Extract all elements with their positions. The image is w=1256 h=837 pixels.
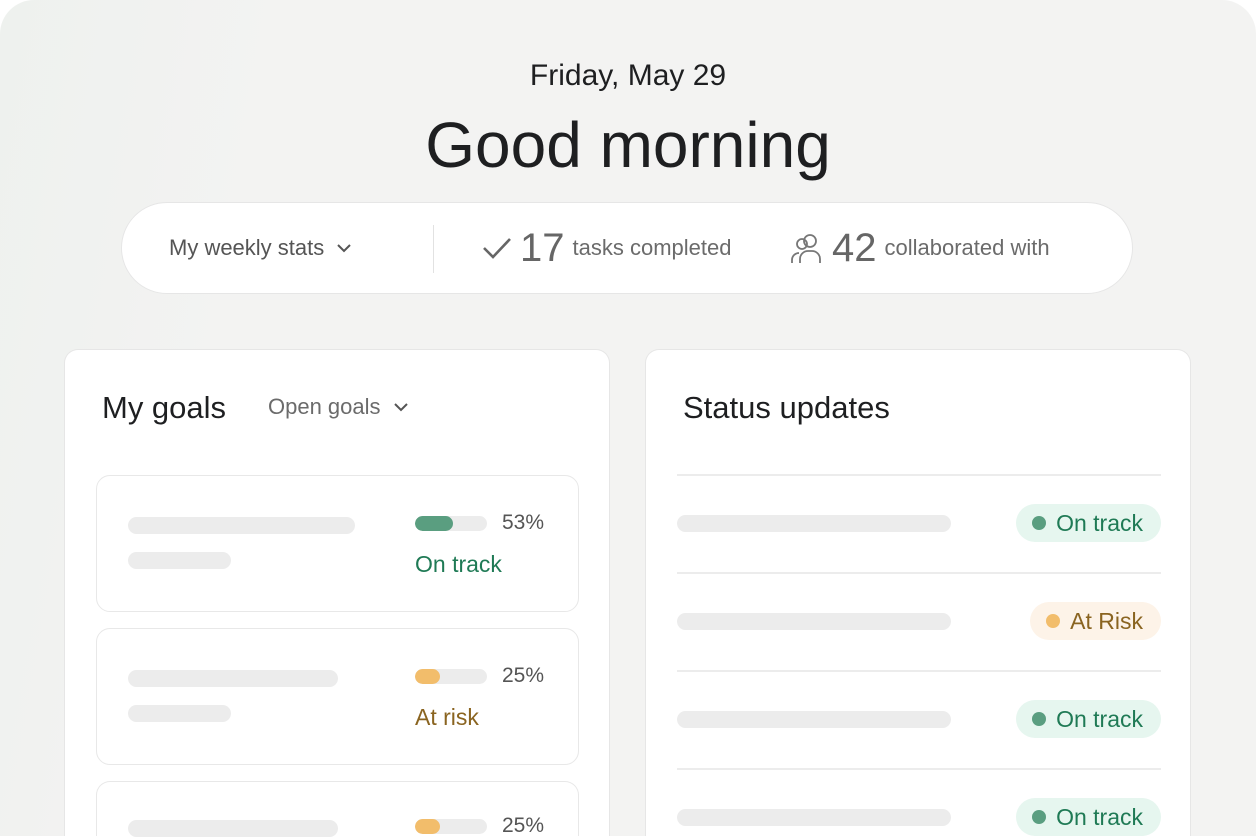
tasks-completed-stat: 17 tasks completed	[482, 203, 731, 293]
goal-progress-bar	[415, 819, 487, 834]
goal-item[interactable]: 53% On track	[96, 475, 579, 612]
goal-subtitle-placeholder	[128, 552, 231, 569]
goal-title-placeholder	[128, 670, 338, 687]
divider	[433, 225, 434, 273]
open-goals-dropdown[interactable]: Open goals	[268, 393, 409, 421]
status-badge-label: On track	[1056, 705, 1143, 732]
tasks-count: 17	[520, 225, 565, 270]
status-update-placeholder	[677, 711, 951, 728]
status-badge: On track	[1016, 504, 1161, 542]
status-update-row[interactable]: On track	[677, 670, 1161, 768]
status-badge: On track	[1016, 798, 1161, 836]
goal-progress-fill	[415, 516, 454, 531]
my-goals-card: My goals Open goals 53% On track 25% At ri…	[64, 349, 610, 837]
status-dot-icon	[1032, 810, 1047, 824]
goal-status: On track	[415, 551, 502, 577]
goal-title-placeholder	[128, 820, 338, 837]
tasks-label: tasks completed	[572, 235, 732, 260]
goal-subtitle-placeholder	[128, 705, 231, 722]
status-update-row[interactable]: At Risk	[677, 572, 1161, 670]
chevron-down-icon	[393, 403, 408, 412]
status-dot-icon	[1046, 614, 1061, 628]
status-update-row[interactable]: On track	[677, 768, 1161, 836]
date-label: Friday, May 29	[529, 59, 727, 92]
open-goals-label: Open goals	[268, 394, 381, 419]
status-badge: At Risk	[1030, 602, 1161, 640]
goal-progress-bar	[415, 669, 487, 684]
status-update-placeholder	[677, 809, 951, 826]
collab-label: collaborated with	[884, 235, 1050, 260]
goal-title-placeholder	[128, 517, 355, 534]
check-icon	[483, 238, 511, 259]
my-goals-title: My goals	[102, 390, 227, 425]
status-badge-label: On track	[1056, 803, 1143, 830]
status-badge: On track	[1016, 700, 1161, 738]
collaborators-stat: 42 collaborated with	[790, 203, 1050, 293]
status-updates-card: Status updates On track At Risk On track…	[645, 349, 1191, 836]
status-update-row[interactable]: On track	[677, 474, 1161, 572]
weekly-stats-bar: My weekly stats 17 tasks completed 42 co…	[121, 202, 1133, 294]
goal-progress-bar	[415, 516, 487, 531]
chevron-down-icon	[337, 244, 351, 253]
status-update-placeholder	[677, 515, 951, 532]
status-dot-icon	[1032, 712, 1047, 726]
goal-progress-fill	[415, 819, 441, 834]
goal-percent: 25%	[502, 814, 545, 837]
status-badge-label: On track	[1056, 509, 1143, 536]
collab-count: 42	[832, 225, 877, 270]
status-update-placeholder	[677, 613, 951, 630]
status-updates-title: Status updates	[683, 390, 890, 425]
greeting-title: Good morning	[425, 109, 831, 181]
weekly-stats-label: My weekly stats	[169, 235, 325, 260]
goal-item[interactable]: 25%	[96, 781, 579, 837]
status-dot-icon	[1032, 516, 1047, 530]
goal-item[interactable]: 25% At risk	[96, 628, 579, 765]
people-icon	[791, 234, 821, 263]
status-badge-label: At Risk	[1070, 607, 1143, 634]
goal-progress-fill	[415, 669, 441, 684]
goal-status: At risk	[415, 704, 479, 730]
weekly-stats-dropdown[interactable]: My weekly stats	[169, 203, 352, 293]
goal-percent: 25%	[502, 664, 545, 687]
goal-percent: 53%	[502, 511, 545, 534]
